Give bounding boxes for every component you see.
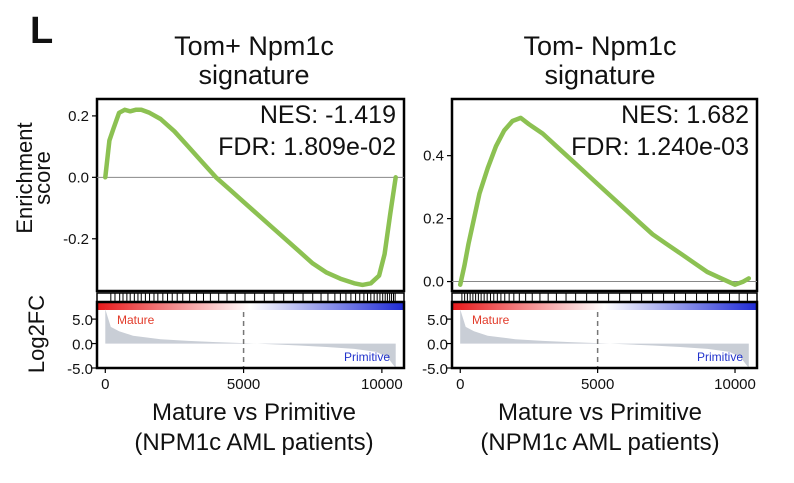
x-axis-label-line2: (NPM1c AML patients) <box>134 429 373 456</box>
y-tick-label: 0.0 <box>423 274 444 291</box>
enrichment-plot-frame <box>450 97 759 293</box>
y-axis-label-enrichment-line2: score <box>30 151 55 205</box>
x-tick-label: 5000 <box>227 376 260 393</box>
lfc-y-tick-label: 5.0 <box>427 312 448 329</box>
lfc-y-tick-label: 0.0 <box>72 337 93 354</box>
mature-annotation: Mature <box>117 313 155 327</box>
enrichment-plot-frame <box>95 97 406 293</box>
y-tick-label: 0.2 <box>423 211 444 228</box>
chart-title-line1: Tom- Npm1c <box>523 31 676 61</box>
hit-strip-frame <box>96 292 405 303</box>
x-axis-label-line1: Mature vs Primitive <box>498 399 702 426</box>
enrichment-curve <box>103 107 398 288</box>
rank-gradient-bar <box>97 302 404 310</box>
x-tick-label: 0 <box>456 376 464 393</box>
y-tick-label: -0.2 <box>63 231 89 248</box>
x-tick-label: 5000 <box>581 376 614 393</box>
fdr-label: FDR: 1.809e-02 <box>218 133 396 161</box>
chart-title-line1: Tom+ Npm1c <box>174 31 334 61</box>
y-tick-label: 0.2 <box>68 108 89 125</box>
fdr-label: FDR: 1.240e-03 <box>571 133 749 161</box>
nes-label: NES: 1.682 <box>621 101 749 129</box>
lfc-y-tick-label: -5.0 <box>67 361 93 378</box>
x-tick-label: 10000 <box>361 376 403 393</box>
y-axis-label-enrichment-line1: Enrichment <box>12 122 37 233</box>
chart-title-line2: signature <box>544 60 655 90</box>
lfc-y-tick-label: 5.0 <box>72 312 93 329</box>
y-tick-label: 0.4 <box>423 148 444 165</box>
primitive-annotation: Primitive <box>344 350 390 364</box>
x-axis-label-line2: (NPM1c AML patients) <box>480 429 719 456</box>
nes-label: NES: -1.419 <box>260 101 396 129</box>
log2fc-plot-frame <box>450 300 759 370</box>
y-axis-label-log2fc: Log2FC <box>24 295 49 373</box>
x-axis-label-line1: Mature vs Primitive <box>152 399 356 426</box>
lfc-y-tick-label: 0.0 <box>427 337 448 354</box>
primitive-annotation: Primitive <box>697 350 743 364</box>
enrichment-curve <box>457 115 752 287</box>
rank-gradient-bar <box>452 302 757 310</box>
y-tick-label: 0.0 <box>68 169 89 186</box>
log2fc-plot-frame <box>95 300 406 370</box>
panel-letter: L <box>30 10 53 52</box>
chart-title-line2: signature <box>198 60 309 90</box>
x-tick-label: 10000 <box>714 376 756 393</box>
x-tick-label: 0 <box>101 376 109 393</box>
mature-annotation: Mature <box>472 313 510 327</box>
lfc-y-tick-label: -5.0 <box>422 361 448 378</box>
